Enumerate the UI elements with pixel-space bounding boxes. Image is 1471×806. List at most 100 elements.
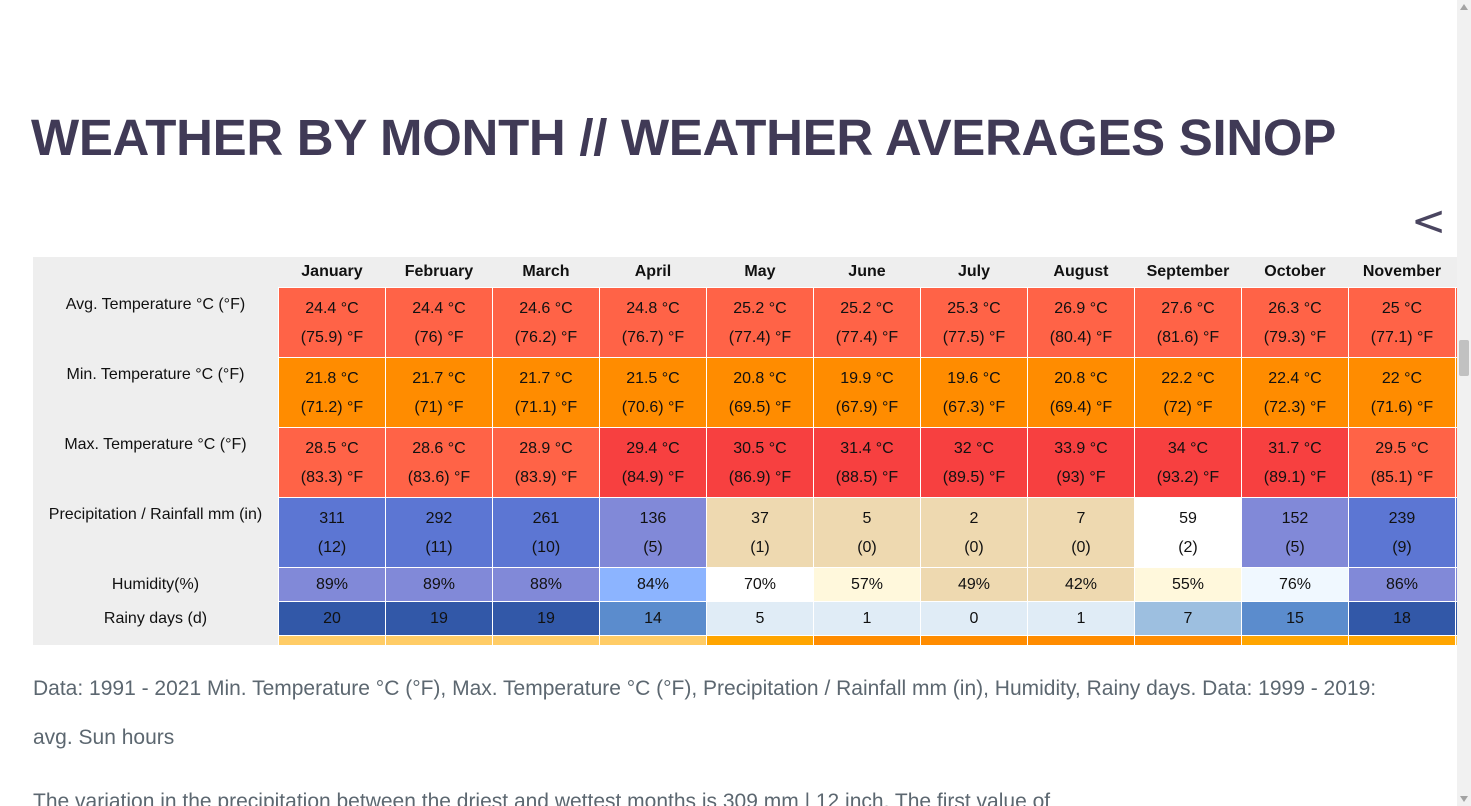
cell-secondary-value: (89.5) °F: [942, 468, 1006, 486]
cell-secondary-value: (77.5) °F: [942, 328, 1006, 346]
table-row: Humidity(%) 89% 89% 88% 84% 70% 57% 49% 42% 55% 76…: [33, 567, 1457, 602]
cell-secondary-value: (77.4) °F: [728, 328, 792, 346]
row-label: Rainy days (d): [33, 601, 279, 636]
month-header-march: March: [492, 257, 600, 288]
table-cell: 22.2 °C (72) °F: [1133, 357, 1242, 428]
climate-table-container[interactable]: January February March April May June July Augu…: [33, 257, 1457, 645]
table-cell: 292 (11): [384, 497, 493, 568]
month-header-april: April: [599, 257, 707, 288]
cell-primary-value: 28.6 °C: [412, 439, 466, 457]
cell-secondary-value: (81.6) °F: [1156, 328, 1220, 346]
cell-secondary-value: (84.9) °F: [621, 468, 685, 486]
table-cell: 42%: [1026, 567, 1135, 602]
table-cell: 59 (2): [1133, 497, 1242, 568]
scroll-up-arrow-icon[interactable]: [1460, 4, 1468, 10]
table-cell: 7: [1133, 601, 1242, 636]
table-cell: 24.6 °C (76.2) °F: [491, 287, 600, 358]
precipitation-variation-text: The variation in the precipitation betwe…: [33, 790, 1051, 806]
table-row: Rainy days (d)2019191451017151820: [33, 601, 1457, 636]
table-cell: 20.8 °C (69.5) °F: [705, 357, 814, 428]
cell-secondary-value: (76.7) °F: [621, 328, 685, 346]
cell-primary-value: 261: [532, 509, 560, 527]
table-cell: 34 °C (93.2) °F: [1133, 427, 1242, 498]
table-cell: 24.4 °C (75.9) °F: [277, 287, 386, 358]
cell-secondary-value: (2): [1178, 538, 1198, 556]
month-header-june: June: [813, 257, 921, 288]
cell-primary-value: 5: [862, 509, 872, 527]
table-cell: 15: [1240, 601, 1349, 636]
cell-primary-value: 25.3 °C: [947, 299, 1001, 317]
table-cell: 0: [919, 601, 1028, 636]
scrollbar-thumb[interactable]: [1459, 340, 1469, 376]
table-cell: 32 °C (89.5) °F: [919, 427, 1028, 498]
row-label: Precipitation / Rainfall mm (in): [33, 497, 279, 568]
month-header-november: November: [1348, 257, 1456, 288]
table-cell: 29.5 °C (85.1) °F: [1347, 427, 1456, 498]
cell-secondary-value: (71) °F: [414, 398, 464, 416]
table-cell: 76%: [1240, 567, 1349, 602]
month-header-september: September: [1134, 257, 1242, 288]
table-scroll-left-arrow[interactable]: <: [1411, 196, 1447, 245]
table-cell: 29.4 °C (84.9) °F: [598, 427, 707, 498]
cell-primary-value: 24.4 °C: [412, 299, 466, 317]
table-cell: 19: [491, 601, 600, 636]
cell-secondary-value: (5): [643, 538, 663, 556]
table-cell: 26.3 °C (79.3) °F: [1240, 287, 1349, 358]
month-header-may: May: [706, 257, 814, 288]
page-scrollbar[interactable]: [1457, 0, 1471, 806]
cell-secondary-value: (83.6) °F: [407, 468, 471, 486]
cell-primary-value: 37: [751, 509, 769, 527]
cell-secondary-value: (71.6) °F: [1370, 398, 1434, 416]
cell-primary-value: 27.6 °C: [1161, 299, 1215, 317]
cell-secondary-value: (89.1) °F: [1263, 468, 1327, 486]
cell-primary-value: 29.4 °C: [626, 439, 680, 457]
table-cell: 7.6: [598, 635, 707, 645]
cell-primary-value: 31.7 °C: [1268, 439, 1322, 457]
table-cell: 55%: [1133, 567, 1242, 602]
month-header-january: January: [278, 257, 386, 288]
cell-primary-value: 26.3 °C: [1268, 299, 1322, 317]
cell-secondary-value: (77.1) °F: [1370, 328, 1434, 346]
table-row: avg. Sun hours (hours)7.47.37.17.69.110.…: [33, 635, 1457, 645]
table-cell: 5: [705, 601, 814, 636]
cell-secondary-value: (11): [425, 538, 453, 556]
table-cell: 261 (10): [491, 497, 600, 568]
cell-primary-value: 152: [1281, 509, 1309, 527]
cell-primary-value: 25 °C: [1381, 299, 1423, 317]
table-cell: 10.3: [919, 635, 1028, 645]
cell-secondary-value: (0): [964, 538, 984, 556]
table-row: Avg. Temperature °C (°F) 24.4 °C (75.9) °F…: [33, 287, 1457, 358]
table-cell: 24.8 °C (76.7) °F: [598, 287, 707, 358]
table-cell: 21.7 °C (71.1) °F: [491, 357, 600, 428]
table-cell: 27.6 °C (81.6) °F: [1133, 287, 1242, 358]
cell-primary-value: 20.8 °C: [733, 369, 787, 387]
table-cell: 20: [277, 601, 386, 636]
cell-primary-value: 59: [1179, 509, 1197, 527]
cell-secondary-value: (69.4) °F: [1049, 398, 1113, 416]
cell-secondary-value: (69.5) °F: [728, 398, 792, 416]
cell-primary-value: 28.5 °C: [305, 439, 359, 457]
cell-secondary-value: (12): [317, 538, 347, 556]
table-cell: 89%: [277, 567, 386, 602]
cell-primary-value: 26.9 °C: [1054, 299, 1108, 317]
table-cell: 152 (5): [1240, 497, 1349, 568]
cell-secondary-value: (9): [1392, 538, 1412, 556]
table-cell: 20.8 °C (69.4) °F: [1026, 357, 1135, 428]
table-cell: 28.5 °C (83.3) °F: [277, 427, 386, 498]
cell-primary-value: 19.6 °C: [947, 369, 1001, 387]
table-cell: 136 (5): [598, 497, 707, 568]
cell-secondary-value: (72.3) °F: [1263, 398, 1327, 416]
scroll-down-arrow-icon[interactable]: [1460, 796, 1468, 802]
table-cell: 84%: [598, 567, 707, 602]
cell-secondary-value: (83.9) °F: [514, 468, 578, 486]
cell-secondary-value: (71.1) °F: [514, 398, 578, 416]
cell-secondary-value: (86.9) °F: [728, 468, 792, 486]
cell-secondary-value: (79.3) °F: [1263, 328, 1327, 346]
row-label: Avg. Temperature °C (°F): [33, 287, 279, 358]
table-cell: 10.0: [812, 635, 921, 645]
cell-primary-value: 29.5 °C: [1375, 439, 1429, 457]
table-cell: 28.6 °C (83.6) °F: [384, 427, 493, 498]
table-cell: 18: [1347, 601, 1456, 636]
table-cell: 24.4 °C (76) °F: [384, 287, 493, 358]
cell-primary-value: 25.2 °C: [733, 299, 787, 317]
